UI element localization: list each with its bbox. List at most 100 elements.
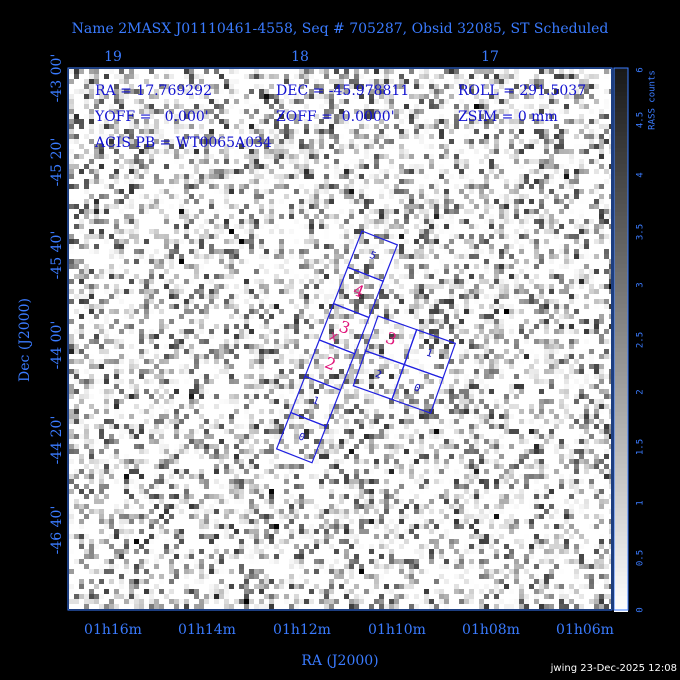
sky-pixel (114, 294, 119, 299)
sky-pixel (279, 229, 284, 234)
sky-pixel (104, 469, 109, 474)
sky-pixel (74, 434, 79, 439)
sky-pixel (509, 134, 514, 139)
sky-pixel (404, 359, 409, 364)
sky-pixel (459, 454, 464, 459)
sky-pixel (609, 444, 611, 449)
sky-pixel (494, 284, 499, 289)
sky-pixel (184, 234, 189, 239)
sky-pixel (599, 404, 604, 409)
sky-pixel (129, 364, 134, 369)
sky-pixel (479, 144, 484, 149)
sky-pixel (184, 184, 189, 189)
sky-pixel (544, 474, 549, 479)
sky-pixel (534, 449, 539, 454)
sky-pixel (169, 344, 174, 349)
sky-pixel (329, 439, 334, 444)
sky-pixel (564, 199, 569, 204)
sky-pixel (289, 289, 294, 294)
sky-pixel (224, 84, 229, 89)
sky-pixel (384, 134, 389, 139)
sky-pixel (529, 114, 534, 119)
sky-pixel (409, 119, 414, 124)
sky-pixel (359, 189, 364, 194)
sky-pixel (249, 129, 254, 134)
sky-pixel (499, 369, 504, 374)
sky-pixel (69, 124, 74, 129)
sky-pixel (419, 289, 424, 294)
sky-pixel (279, 384, 284, 389)
sky-pixel (354, 229, 359, 234)
sky-pixel (554, 419, 559, 424)
sky-pixel (289, 114, 294, 119)
sky-pixel (209, 109, 214, 114)
sky-pixel (129, 144, 134, 149)
sky-pixel (454, 104, 459, 109)
sky-pixel (554, 404, 559, 409)
sky-pixel (554, 74, 559, 79)
sky-pixel (439, 329, 444, 334)
sky-pixel (574, 469, 579, 474)
sky-pixel (459, 234, 464, 239)
sky-pixel (574, 134, 579, 139)
sky-pixel (464, 304, 469, 309)
sky-pixel (469, 429, 474, 434)
sky-pixel (164, 249, 169, 254)
sky-pixel (289, 189, 294, 194)
sky-pixel (324, 439, 329, 444)
sky-pixel (159, 444, 164, 449)
sky-pixel (544, 319, 549, 324)
sky-pixel (224, 229, 229, 234)
sky-pixel (109, 344, 114, 349)
sky-pixel (174, 119, 179, 124)
sky-pixel (554, 114, 559, 119)
sky-pixel (544, 409, 549, 414)
sky-pixel (314, 79, 319, 84)
sky-pixel (409, 199, 414, 204)
sky-pixel (499, 214, 504, 219)
sky-pixel (434, 364, 439, 369)
sky-pixel (149, 434, 154, 439)
sky-pixel (369, 479, 374, 484)
sky-pixel (399, 274, 404, 279)
sky-pixel (604, 404, 609, 409)
sky-pixel (239, 434, 244, 439)
sky-pixel (334, 429, 339, 434)
sky-pixel (349, 464, 354, 469)
sky-pixel (514, 329, 519, 334)
sky-pixel (334, 419, 339, 424)
sky-pixel (519, 149, 524, 154)
sky-pixel (249, 149, 254, 154)
sky-pixel (464, 159, 469, 164)
sky-pixel (179, 429, 184, 434)
sky-pixel (339, 169, 344, 174)
sky-pixel (299, 139, 304, 144)
sky-pixel (334, 214, 339, 219)
sky-pixel (399, 294, 404, 299)
sky-pixel (234, 434, 239, 439)
sky-pixel (154, 419, 159, 424)
sky-pixel (559, 444, 564, 449)
sky-pixel (589, 454, 594, 459)
sky-pixel (494, 359, 499, 364)
sky-pixel (489, 69, 494, 74)
sky-pixel (314, 264, 319, 269)
sky-pixel (519, 139, 524, 144)
sky-pixel (264, 139, 269, 144)
sky-pixel (174, 129, 179, 134)
sky-pixel (459, 189, 464, 194)
sky-pixel (319, 329, 324, 334)
sky-pixel (174, 449, 179, 454)
sky-pixel (274, 399, 279, 404)
sky-pixel (269, 329, 274, 334)
sky-pixel (319, 199, 324, 204)
sky-pixel (369, 284, 374, 289)
sky-pixel (604, 179, 609, 184)
sky-pixel (214, 359, 219, 364)
sky-pixel (379, 89, 384, 94)
sky-pixel (139, 444, 144, 449)
sky-pixel (469, 344, 474, 349)
sky-pixel (184, 144, 189, 149)
sky-pixel (174, 104, 179, 109)
sky-pixel (389, 159, 394, 164)
